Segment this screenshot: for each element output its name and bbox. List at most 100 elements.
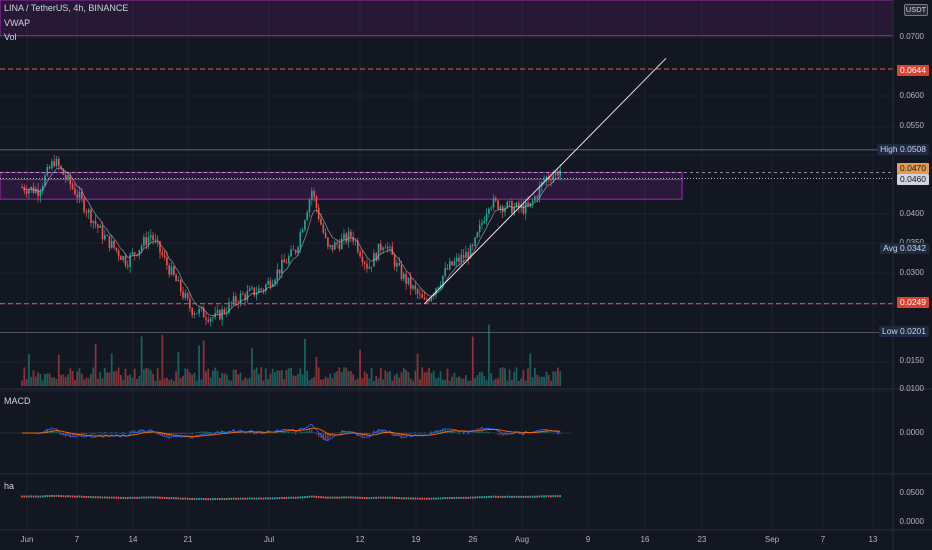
support-price-tag: 0.0249 [897,297,929,308]
ha-candle [69,495,72,498]
price-tick: 0.0400 [899,209,924,218]
macd-histogram-bar [101,433,104,435]
volume-bar [377,378,380,386]
volume-bar [488,324,490,386]
macd-histogram-bar [421,433,423,434]
candle-body [269,280,272,287]
macd-histogram-bar [405,433,407,436]
volume-bar [159,379,161,386]
time-label: 14 [128,535,138,544]
volume-bar [297,373,299,386]
ha-candle [306,495,308,498]
ha-candle [58,495,60,498]
time-label: Aug [514,535,530,544]
volume-bar [435,378,437,386]
ha-candle [269,497,272,500]
ha-candle [113,496,115,499]
candle-body [543,180,545,183]
ha-candle [499,495,502,498]
ha-candle [313,495,315,498]
time-label: Jun [20,535,34,544]
ha-candle [81,495,83,498]
ha-candle [78,495,81,498]
ha-candle [329,496,331,499]
trendline[interactable] [424,57,667,305]
ha-candle [340,496,343,499]
ha-candle [322,496,325,499]
ha-candle [437,497,440,500]
volume-bar [207,368,210,386]
ha-candle [462,496,465,499]
candle-body [260,288,262,290]
macd-histogram-bar [396,433,398,435]
ha-candle [265,497,267,500]
macd-label[interactable]: MACD [4,396,31,406]
candle-body [267,280,269,285]
volume-bar [133,368,136,386]
candle-body [474,237,476,246]
volume-bar [343,367,345,386]
macd-histogram-bar [161,433,163,436]
macd-histogram-bar [65,433,67,437]
ha-candle [239,497,242,500]
ha-candle [506,495,509,498]
candle-body [161,252,164,256]
ha-candle [232,497,235,500]
currency-badge[interactable]: USDT [904,4,928,16]
symbol-title[interactable]: LINA / TetherUS, 4h, BINANCE [4,3,129,13]
macd-histogram-bar [295,433,297,435]
ha-candle [159,496,161,499]
candle-body [499,206,502,210]
candle-body [104,235,106,240]
candle-body [334,242,336,250]
volume-bar [97,378,99,386]
ha-candle [373,496,375,499]
vwap-line-path [21,167,561,317]
volume-bar [455,377,458,386]
last-price-tag: 0.0460 [897,174,929,185]
ha-candle [237,497,239,500]
ha-candle [28,495,30,498]
candle-body [412,285,414,289]
volume-bar [481,371,483,386]
volume-bar [350,371,352,386]
volume-bar [460,378,463,386]
ha-candle [156,496,159,499]
volume-bar [28,354,30,386]
candle-body [191,308,193,315]
candle-body [506,201,509,208]
volume-bar [170,378,173,386]
ha-label[interactable]: ha [4,481,15,491]
macd-histogram-bar [85,433,88,435]
volume-bar [145,367,148,386]
volume-bar [310,378,313,386]
volume-indicator-label[interactable]: Vol [4,32,17,42]
volume-bar [547,374,550,386]
macd-histogram-bar [104,431,106,433]
ha-candle [271,497,274,500]
volume-bar [442,379,444,386]
volume-bar [379,368,382,386]
volume-bar [499,367,502,386]
ha-candle [538,495,541,498]
volume-bar [322,379,325,386]
candle-body [313,190,315,197]
candle-body [200,307,203,309]
volume-bar [396,373,398,386]
volume-bar [21,380,23,386]
candle-body [152,235,154,241]
volume-bar [430,373,433,386]
volume-bar [216,370,219,386]
macd-histogram-bar [453,431,456,433]
volume-bar [85,377,88,386]
ha-candle [428,497,430,500]
candle-body [449,261,451,270]
volume-bar [251,348,253,386]
macd-histogram-bar [308,429,311,433]
candles[interactable] [21,155,561,327]
volume-bar [462,378,465,386]
vwap-indicator-label[interactable]: VWAP [4,18,31,28]
macd-histogram-bar [205,431,207,433]
macd-histogram-bar [76,433,78,435]
